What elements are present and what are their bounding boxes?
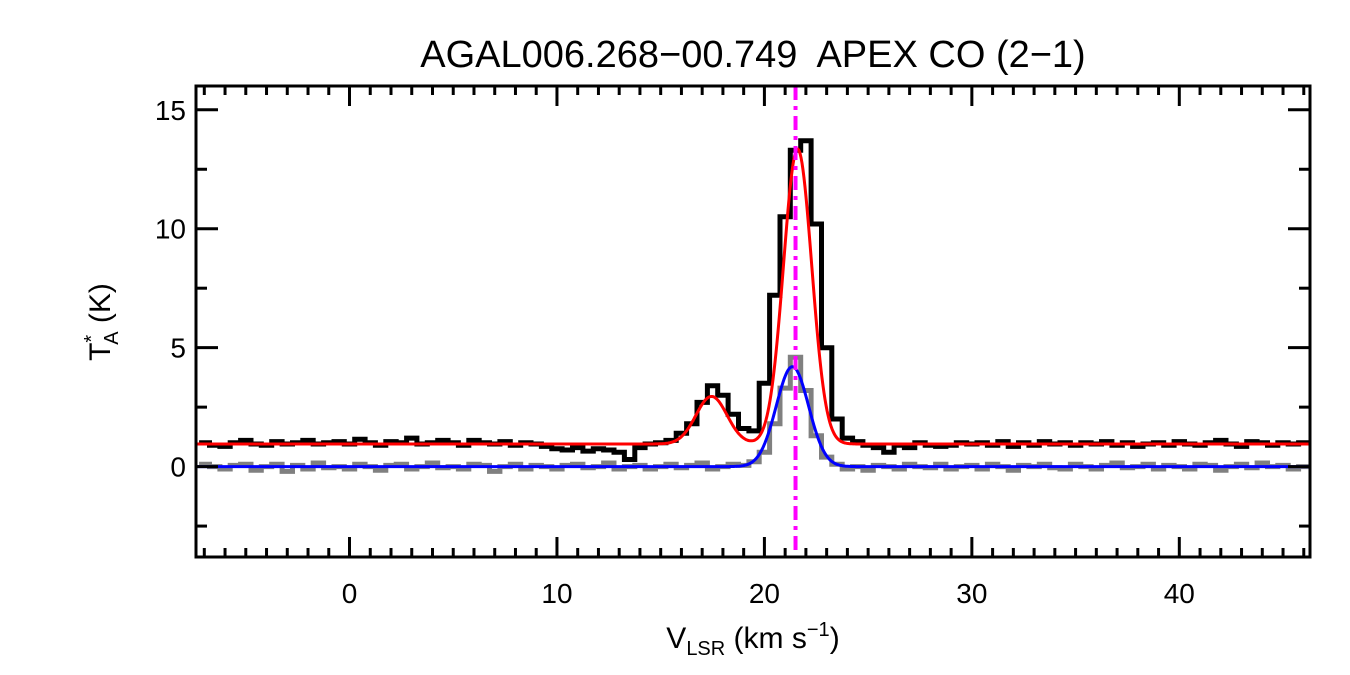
x-tick-label: 0	[342, 578, 358, 609]
y-axis-label: T*A (K)	[81, 283, 123, 361]
gaussian-fit-blue	[196, 365, 1310, 469]
axis-ticks	[196, 86, 1310, 557]
x-tick-label: 40	[1164, 578, 1195, 609]
gaussian-fit-red	[196, 147, 1310, 446]
y-tick-label: 0	[170, 452, 186, 483]
chart-title: AGAL006.268−00.749 APEX CO (2−1)	[420, 34, 1085, 76]
x-axis-label: VLSR (km s−1)	[666, 619, 839, 660]
plot-area	[196, 86, 1310, 557]
y-tick-label: 10	[155, 214, 186, 245]
y-tick-label: 5	[170, 333, 186, 364]
x-tick-label: 10	[541, 578, 572, 609]
tick-labels: 0 10 20 30 40 0 5 10 15	[155, 95, 1195, 609]
x-tick-label: 20	[749, 578, 780, 609]
y-tick-label: 15	[155, 95, 186, 126]
x-tick-label: 30	[956, 578, 987, 609]
observed-spectrum-black	[199, 138, 1309, 462]
plot-frame	[194, 84, 1312, 559]
observed-spectrum-grey	[199, 354, 1309, 474]
